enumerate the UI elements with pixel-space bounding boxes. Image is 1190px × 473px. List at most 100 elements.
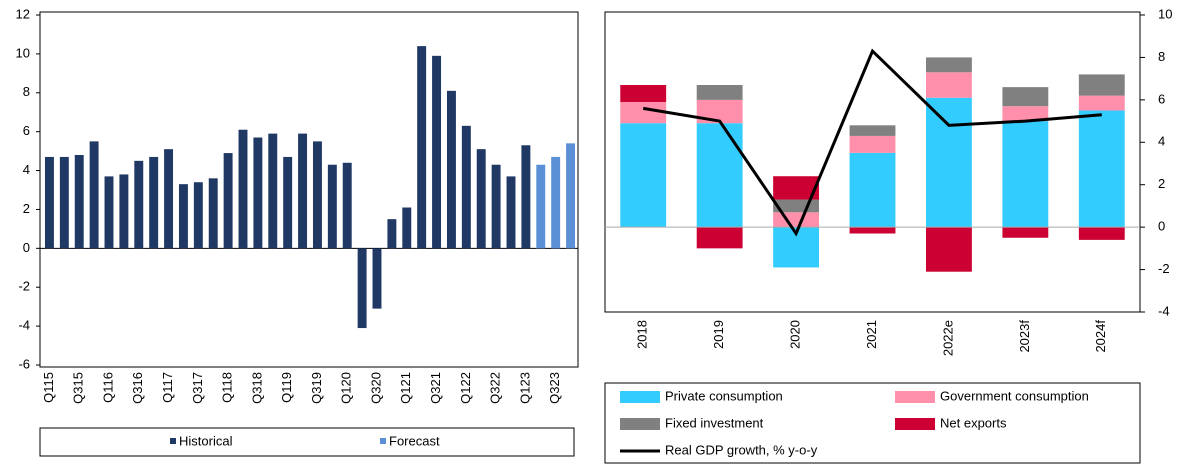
x-tick-label: Q122 xyxy=(458,372,473,404)
y-tick-label: 2 xyxy=(1158,176,1165,191)
bar-segment xyxy=(1078,227,1125,240)
x-tick-label: Q322 xyxy=(488,372,503,404)
y-tick-label: 10 xyxy=(16,45,30,60)
bar xyxy=(387,219,397,249)
y-tick-label: 8 xyxy=(23,84,30,99)
bar xyxy=(357,248,367,329)
bar xyxy=(342,162,352,249)
x-tick-label: Q123 xyxy=(517,372,532,404)
line xyxy=(642,48,1102,237)
bar xyxy=(104,176,114,249)
bar-segment xyxy=(1002,227,1049,238)
bar xyxy=(223,153,233,249)
legend-swatch xyxy=(620,391,660,403)
bar-segment xyxy=(849,125,896,136)
bar xyxy=(164,149,174,249)
legend-frame xyxy=(39,427,575,457)
y-tick-label: 2 xyxy=(23,201,30,216)
y-tick-label: 6 xyxy=(23,123,30,138)
y-tick-label: 6 xyxy=(1158,91,1165,106)
legend-swatch xyxy=(380,438,386,444)
plot-frame xyxy=(604,11,1141,313)
bar xyxy=(417,46,427,249)
legend-label: Real GDP growth, % y-o-y xyxy=(665,442,818,457)
bar xyxy=(432,55,442,249)
bar xyxy=(193,182,203,249)
legend-label: Private consumption xyxy=(665,388,783,403)
bar xyxy=(74,155,84,249)
bar xyxy=(119,174,129,249)
legend-label: Fixed investment xyxy=(665,415,764,430)
bar-segment xyxy=(1002,121,1049,228)
x-tick-label: Q117 xyxy=(160,372,175,403)
x-tick-label: 2019 xyxy=(711,320,726,349)
x-tick-label: 2018 xyxy=(635,320,650,349)
legend-swatch xyxy=(895,391,935,403)
y-tick-label: 4 xyxy=(1158,134,1165,149)
bar-segment xyxy=(849,135,896,153)
bar-segment xyxy=(620,123,667,228)
bar-segment xyxy=(773,212,819,228)
legend-swatch xyxy=(620,418,660,430)
legend-label: Government consumption xyxy=(940,388,1089,403)
legend-label: Forecast xyxy=(389,433,440,448)
bar xyxy=(551,156,561,249)
y-tick-label: 12 xyxy=(16,6,30,21)
y-tick-label: -6 xyxy=(18,356,30,371)
legend-label: Net exports xyxy=(940,415,1007,430)
plot-frame xyxy=(39,11,579,368)
bar xyxy=(149,156,159,249)
y-tick-label: 10 xyxy=(1158,6,1172,21)
x-tick-label: Q320 xyxy=(368,372,383,404)
legend-swatch xyxy=(170,438,176,444)
bar xyxy=(208,178,218,249)
bar-segment xyxy=(1002,87,1049,107)
x-tick-label: 2023f xyxy=(1017,320,1032,353)
bar xyxy=(372,248,382,309)
bar-segment xyxy=(849,152,896,228)
y-tick-label: -4 xyxy=(1158,303,1170,318)
bar xyxy=(283,156,293,249)
bar-segment xyxy=(1078,110,1125,228)
x-tick-label: Q115 xyxy=(41,372,56,403)
bar xyxy=(506,176,516,249)
bar-segment xyxy=(926,72,972,98)
x-tick-label: Q116 xyxy=(100,372,115,403)
y-tick-label: -2 xyxy=(1158,261,1170,276)
x-tick-label: Q319 xyxy=(309,372,324,404)
bar xyxy=(253,137,263,249)
legend-frame xyxy=(604,382,1141,464)
y-tick-label: 8 xyxy=(1158,49,1165,64)
bar-segment xyxy=(696,85,743,100)
x-tick-label: 2024f xyxy=(1093,320,1108,353)
bar xyxy=(44,156,54,249)
bar xyxy=(268,133,278,249)
y-tick-label: 0 xyxy=(23,240,30,255)
bar xyxy=(536,164,546,249)
bar-segment xyxy=(620,101,667,124)
x-tick-label: Q318 xyxy=(249,372,264,404)
bar-segment xyxy=(849,227,896,234)
bar xyxy=(566,143,576,249)
y-tick-label: -2 xyxy=(18,279,30,294)
bar xyxy=(327,164,337,249)
bar xyxy=(446,90,456,249)
bar xyxy=(461,125,471,249)
y-tick-label: 0 xyxy=(1158,219,1165,234)
bar xyxy=(298,133,308,249)
x-tick-label: Q316 xyxy=(130,372,145,404)
bar-segment xyxy=(1078,74,1125,96)
bar-segment xyxy=(1002,106,1049,122)
bar xyxy=(491,164,501,249)
x-tick-label: 2020 xyxy=(788,320,803,349)
x-tick-label: Q119 xyxy=(279,372,294,403)
bar xyxy=(402,207,412,249)
x-tick-label: Q315 xyxy=(71,372,86,404)
x-tick-label: Q323 xyxy=(547,372,562,404)
bar-segment xyxy=(773,176,819,200)
bar-segment xyxy=(926,227,972,272)
bar-segment xyxy=(1078,95,1125,111)
x-tick-label: 2022e xyxy=(940,320,955,356)
bar xyxy=(59,156,69,249)
x-tick-label: Q118 xyxy=(220,372,235,403)
